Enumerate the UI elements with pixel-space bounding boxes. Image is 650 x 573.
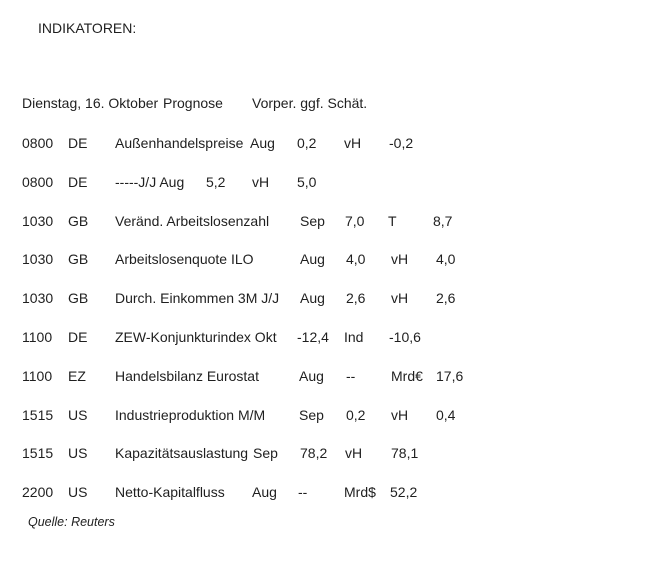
- cell-forecast: --: [346, 368, 356, 384]
- cell-period: Aug: [252, 484, 277, 500]
- cell-period: Aug: [299, 368, 324, 384]
- cell-time: 1515: [22, 407, 54, 423]
- table-row: 0800 DE -----J/J Aug 5,2 vH 5,0: [0, 174, 650, 191]
- cell-previous: -0,2: [389, 135, 414, 151]
- cell-col-previous: Vorper. ggf. Schät.: [252, 95, 368, 111]
- cell-country: DE: [68, 135, 88, 151]
- cell-forecast: -12,4: [297, 329, 329, 345]
- cell-period: Aug: [300, 251, 325, 267]
- cell-forecast: 78,2: [300, 445, 328, 461]
- cell-indicator: Handelsbilanz Eurostat: [115, 368, 259, 384]
- cell-country: GB: [68, 251, 89, 267]
- cell-forecast: 7,0: [345, 213, 365, 229]
- table-row: 2200 US Netto-Kapitalfluss Aug -- Mrd$ 52,2: [0, 484, 650, 501]
- cell-unit: T: [388, 213, 397, 229]
- table-row: 0800 DE Außenhandelspreise Aug 0,2 vH -0,2: [0, 135, 650, 152]
- table-row: 1030 GB Veränd. Arbeitslosenzahl Sep 7,0 T 8,7: [0, 213, 650, 230]
- cell-period: Sep: [299, 407, 324, 423]
- cell-unit: vH: [391, 407, 409, 423]
- table-row: 1030 GB Arbeitslosenquote ILO Aug 4,0 vH 4,0: [0, 251, 650, 268]
- table-row: 1515 US Kapazitätsauslastung Sep 78,2 vH 78,1: [0, 445, 650, 462]
- cell-period: Sep: [253, 445, 278, 461]
- source-note: Quelle: Reuters: [28, 515, 115, 529]
- table-row: 1100 DE ZEW-Konjunkturindex Okt -12,4 Ind -10…: [0, 329, 650, 346]
- cell-unit: vH: [252, 174, 270, 190]
- cell-unit: vH: [345, 445, 363, 461]
- cell-forecast: 5,2: [206, 174, 226, 190]
- cell-previous: 52,2: [390, 484, 418, 500]
- cell-period: Aug: [300, 290, 325, 306]
- cell-time: 1030: [22, 213, 54, 229]
- table-header-row: Dienstag, 16. Oktober Prognose Vorper. ggf…: [0, 95, 650, 112]
- cell-previous: 0,4: [436, 407, 456, 423]
- cell-indicator: -----J/J Aug: [115, 174, 185, 190]
- cell-country: US: [68, 445, 88, 461]
- cell-time: 1100: [22, 368, 53, 384]
- cell-unit: vH: [391, 290, 409, 306]
- table-row: 1515 US Industrieproduktion M/M Sep 0,2 vH 0,4: [0, 407, 650, 424]
- cell-previous: 17,6: [436, 368, 464, 384]
- cell-time: 1100: [22, 329, 53, 345]
- cell-unit: Mrd$: [344, 484, 376, 500]
- table-row: 1030 GB Durch. Einkommen 3M J/J Aug 2,6 vH 2,6: [0, 290, 650, 307]
- cell-forecast: 4,0: [346, 251, 366, 267]
- cell-unit: vH: [344, 135, 362, 151]
- cell-indicator: ZEW-Konjunkturindex Okt: [115, 329, 277, 345]
- cell-country: DE: [68, 174, 88, 190]
- cell-previous: 78,1: [391, 445, 419, 461]
- cell-col-forecast: Prognose: [163, 95, 223, 111]
- cell-previous: 2,6: [436, 290, 456, 306]
- cell-unit: vH: [391, 251, 409, 267]
- cell-forecast: 0,2: [297, 135, 317, 151]
- cell-time: 2200: [22, 484, 54, 500]
- cell-forecast: 2,6: [346, 290, 366, 306]
- cell-time: 0800: [22, 174, 54, 190]
- cell-time: 1030: [22, 290, 54, 306]
- cell-indicator: Kapazitätsauslastung: [115, 445, 249, 461]
- cell-period: Aug: [250, 135, 275, 151]
- cell-forecast: --: [298, 484, 308, 500]
- cell-country: DE: [68, 329, 88, 345]
- cell-forecast: 0,2: [346, 407, 366, 423]
- cell-time: 1515: [22, 445, 54, 461]
- cell-country: US: [68, 484, 88, 500]
- cell-indicator: Industrieproduktion M/M: [115, 407, 266, 423]
- cell-indicator: Veränd. Arbeitslosenzahl: [115, 213, 270, 229]
- cell-country: GB: [68, 290, 89, 306]
- cell-country: US: [68, 407, 88, 423]
- cell-period: Sep: [300, 213, 325, 229]
- cell-indicator: Außenhandelspreise: [115, 135, 244, 151]
- cell-previous: 4,0: [436, 251, 456, 267]
- cell-indicator: Netto-Kapitalfluss: [115, 484, 225, 500]
- page-title: INDIKATOREN:: [38, 20, 137, 36]
- cell-unit: Ind: [344, 329, 364, 345]
- cell-indicator: Durch. Einkommen 3M J/J: [115, 290, 280, 306]
- cell-country: EZ: [68, 368, 86, 384]
- cell-time: 1030: [22, 251, 54, 267]
- cell-indicator: Arbeitslosenquote ILO: [115, 251, 254, 267]
- cell-previous: 5,0: [297, 174, 317, 190]
- cell-date: Dienstag, 16. Oktober: [22, 95, 159, 111]
- cell-previous: 8,7: [433, 213, 453, 229]
- cell-country: GB: [68, 213, 89, 229]
- cell-previous: -10,6: [389, 329, 421, 345]
- table-row: 1100 EZ Handelsbilanz Eurostat Aug -- Mrd€ 17,…: [0, 368, 650, 385]
- cell-time: 0800: [22, 135, 54, 151]
- cell-unit: Mrd€: [391, 368, 423, 384]
